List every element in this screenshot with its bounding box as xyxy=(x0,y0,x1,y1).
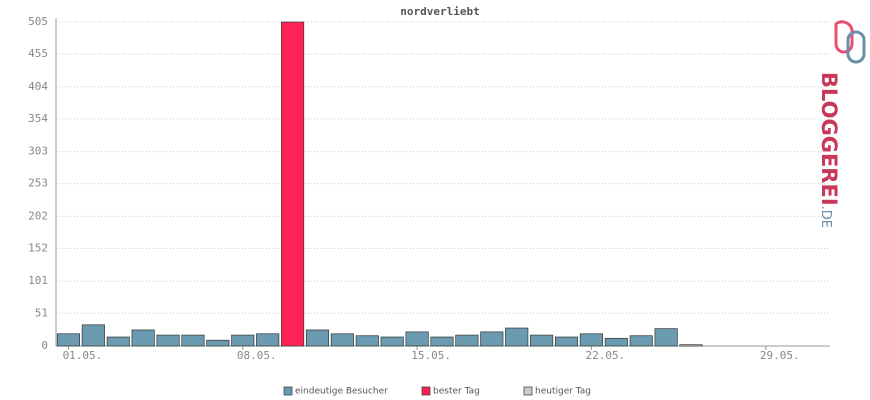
bar xyxy=(81,324,105,347)
x-tick-label: 08.05. xyxy=(237,349,277,362)
bar xyxy=(281,21,305,347)
bar xyxy=(56,333,81,347)
y-tick-label: 101 xyxy=(28,274,48,287)
y-tick-label: 505 xyxy=(28,15,48,28)
bar xyxy=(604,337,628,347)
bar xyxy=(505,327,529,347)
y-tick-label: 455 xyxy=(28,47,48,60)
bar xyxy=(579,333,603,347)
legend-label: eindeutige Besucher xyxy=(295,387,388,397)
bar xyxy=(305,329,330,347)
x-tick-label: 29.05. xyxy=(760,349,800,362)
bar xyxy=(480,331,504,347)
logo-icon xyxy=(834,20,854,54)
bar xyxy=(206,339,230,347)
bar xyxy=(256,333,280,347)
y-tick-label: 202 xyxy=(28,209,48,222)
y-tick-label: 303 xyxy=(28,145,48,158)
bar xyxy=(654,328,678,347)
y-tick-label: 0 xyxy=(41,339,48,352)
legend-label: bester Tag xyxy=(433,387,480,397)
y-tick-label: 253 xyxy=(28,177,48,190)
bar xyxy=(106,336,130,347)
logo-suffix: .DE xyxy=(818,206,833,228)
bar xyxy=(355,335,379,347)
x-tick-label: 15.05. xyxy=(411,349,451,362)
bar xyxy=(380,336,404,347)
bar xyxy=(181,334,205,347)
x-tick-label: 01.05. xyxy=(63,349,103,362)
bar xyxy=(330,333,354,347)
y-tick-label: 354 xyxy=(28,112,48,125)
bar xyxy=(156,334,180,347)
logo-icon xyxy=(846,30,866,64)
legend-swatch xyxy=(523,386,533,396)
y-tick-label: 152 xyxy=(28,241,48,254)
bar xyxy=(455,334,479,347)
bar xyxy=(131,329,155,347)
bar xyxy=(405,331,429,347)
legend-swatch xyxy=(283,386,293,396)
logo-text: BLOGGEREI.DE xyxy=(817,72,841,228)
legend-swatch xyxy=(421,386,431,396)
bar xyxy=(554,336,579,347)
bar xyxy=(430,336,454,347)
y-tick-label: 51 xyxy=(35,306,48,319)
bar xyxy=(679,344,703,347)
bar xyxy=(231,334,255,347)
logo-name: BLOGGEREI xyxy=(817,72,841,206)
bar xyxy=(629,335,653,347)
logo: BLOGGEREI.DE xyxy=(817,20,866,228)
x-tick-label: 22.05. xyxy=(586,349,626,362)
chart-title: nordverliebt xyxy=(400,5,479,18)
bar xyxy=(530,334,554,347)
legend-label: heutiger Tag xyxy=(535,387,591,397)
y-tick-label: 404 xyxy=(28,80,48,93)
